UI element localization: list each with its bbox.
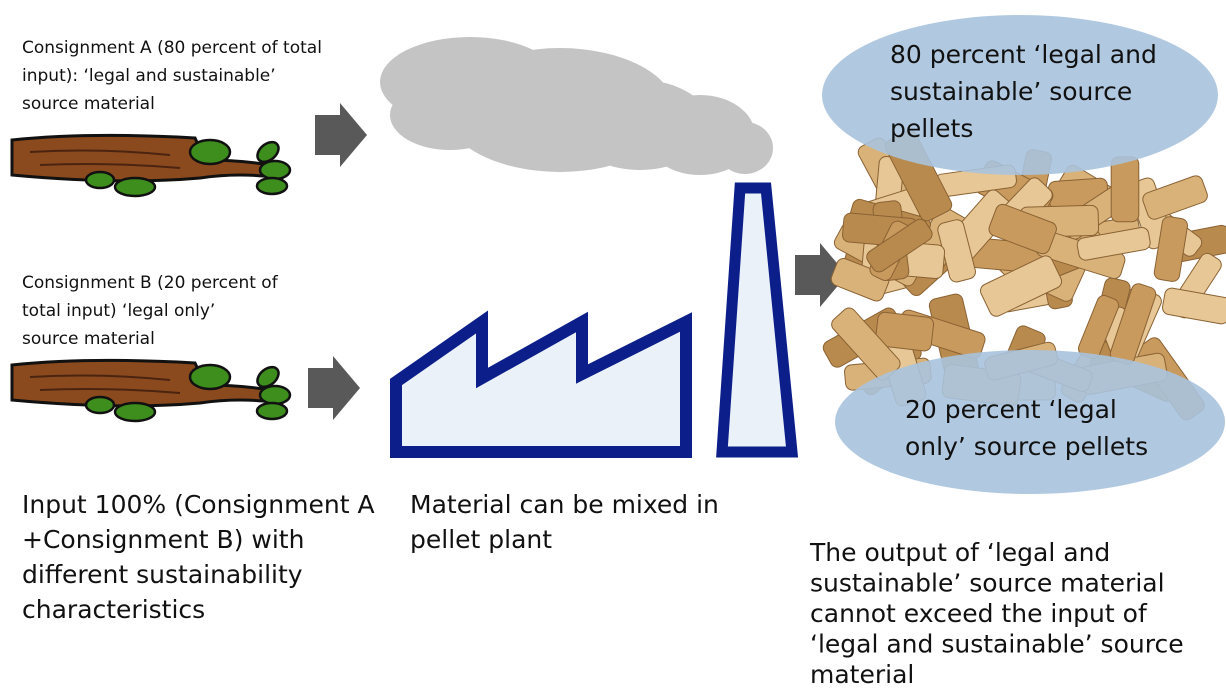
- label-line: pellets: [890, 114, 973, 143]
- label-line: 80 percent ‘legal and: [890, 40, 1157, 69]
- label-line: +Consignment B) with: [22, 525, 304, 554]
- arrow: [315, 103, 367, 167]
- pellet: [830, 257, 890, 302]
- pellet: [866, 218, 933, 273]
- label-line: Consignment B (20 percent of: [22, 273, 279, 293]
- pellet-label-bubble: [822, 15, 1218, 175]
- pellet: [1162, 287, 1226, 325]
- label-line: characteristics: [22, 595, 205, 624]
- label-line: total input) ‘legal only’: [22, 301, 215, 321]
- arrow: [795, 243, 847, 307]
- label-line: material: [810, 660, 914, 689]
- label-line: 20 percent ‘legal: [905, 395, 1117, 424]
- log: [10, 358, 292, 423]
- chimney: [716, 182, 799, 458]
- label-line: Material can be mixed in: [410, 490, 719, 519]
- factory: [390, 310, 692, 458]
- arrow: [308, 356, 360, 420]
- pellet: [1076, 226, 1151, 261]
- pellet-label-bubble: [835, 350, 1225, 494]
- smoke-cloud: [380, 37, 773, 175]
- label-line: different sustainability: [22, 560, 303, 589]
- label-line: ‘legal and sustainable’ source: [810, 630, 1184, 659]
- pellet: [988, 203, 1057, 255]
- pellet: [1110, 156, 1140, 223]
- label-line: pellet plant: [410, 525, 552, 554]
- pellet: [1153, 216, 1189, 282]
- log: [10, 133, 292, 198]
- label-line: The output of ‘legal and: [809, 538, 1110, 567]
- label-line: only’ source pellets: [905, 432, 1148, 461]
- label-line: Input 100% (Consignment A: [22, 490, 375, 519]
- pellet: [1142, 175, 1208, 220]
- label-line: input): ‘legal and sustainable’: [22, 66, 276, 86]
- label-line: cannot exceed the input of: [810, 599, 1148, 628]
- label-line: source material: [22, 329, 155, 349]
- label-line: sustainable’ source material: [810, 569, 1165, 598]
- label-line: Consignment A (80 percent of total: [22, 38, 322, 58]
- pellet: [875, 311, 935, 352]
- label-line: sustainable’ source: [890, 77, 1132, 106]
- pellet: [980, 255, 1063, 317]
- label-line: source material: [22, 94, 155, 114]
